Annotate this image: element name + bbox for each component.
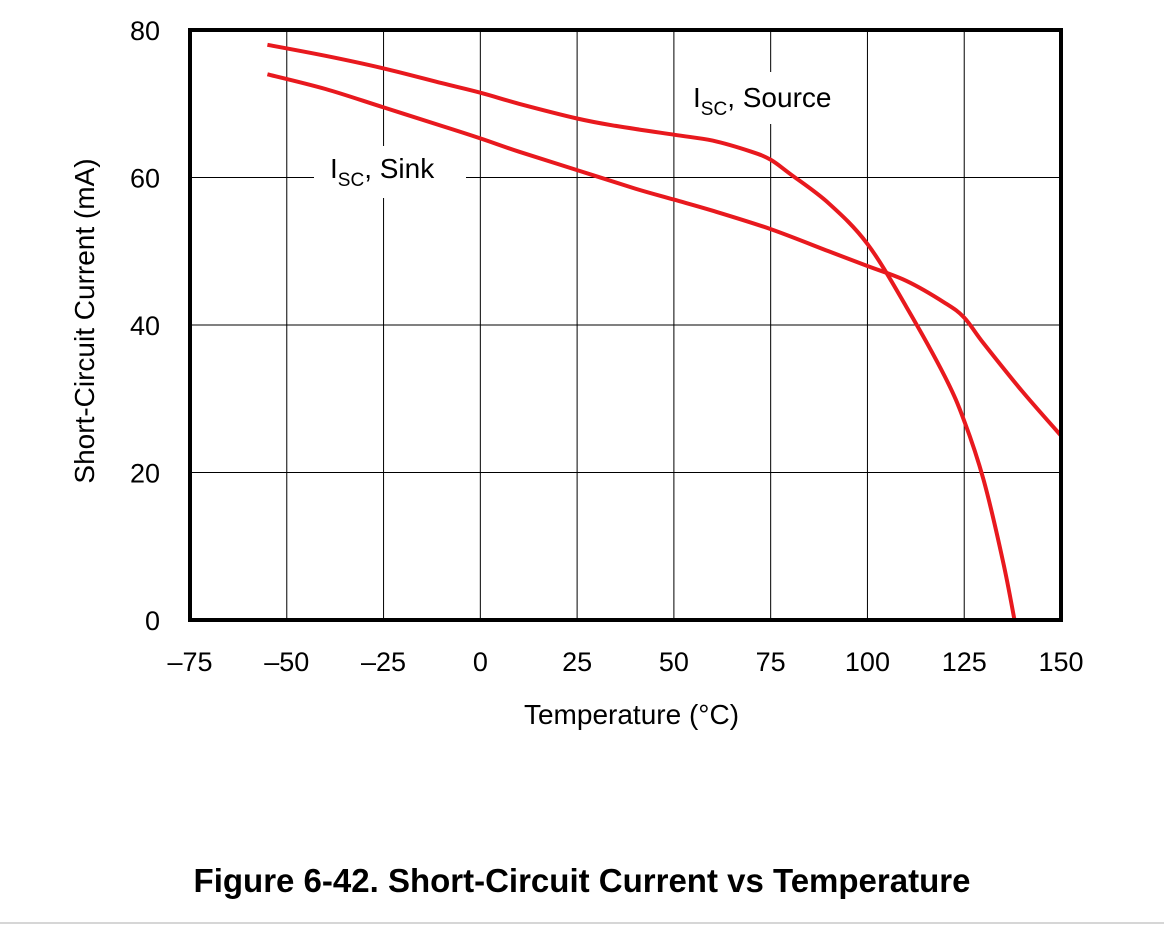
series-label-source: ISC, Source: [693, 82, 831, 120]
x-tick-label: –25: [361, 647, 406, 677]
figure-caption: Figure 6-42. Short-Circuit Current vs Te…: [193, 862, 971, 899]
y-axis-title: Short-Circuit Current (mA): [69, 158, 100, 483]
grid: [190, 30, 1061, 620]
x-tick-labels: –75 –50 –25 0 25 50 75 100 125 150: [167, 647, 1083, 677]
series-label-sink: ISC, Sink: [330, 153, 435, 191]
series-source-line: [267, 42, 1017, 621]
series-lines: [266, 42, 1063, 621]
x-tick-label: 25: [562, 647, 592, 677]
x-tick-label: 50: [659, 647, 689, 677]
bottom-divider: [0, 922, 1164, 924]
y-tick-label: 20: [130, 459, 160, 489]
plot-frame: [188, 28, 1063, 622]
series-labels: ISC, Source ISC, Sink: [314, 72, 860, 198]
series-label-sink-background: [314, 146, 466, 198]
x-tick-label: –50: [264, 647, 309, 677]
y-tick-label: 40: [130, 311, 160, 341]
y-tick-label: 80: [130, 16, 160, 46]
x-tick-label: 100: [845, 647, 890, 677]
y-tick-label: 0: [145, 606, 160, 636]
y-tick-label: 60: [130, 164, 160, 194]
x-tick-label: –75: [167, 647, 212, 677]
chart: –75 –50 –25 0 25 50 75 100 125 150 0 20 40 60 80 ISC,…: [69, 16, 1084, 730]
x-tick-label: 75: [756, 647, 786, 677]
y-tick-labels: 0 20 40 60 80: [130, 16, 160, 636]
x-tick-label: 125: [942, 647, 987, 677]
x-axis-title: Temperature (°C): [524, 699, 739, 730]
x-tick-label: 150: [1038, 647, 1083, 677]
x-tick-label: 0: [473, 647, 488, 677]
series-label-source-background: [680, 72, 860, 124]
series-sink-line: [266, 72, 1063, 437]
